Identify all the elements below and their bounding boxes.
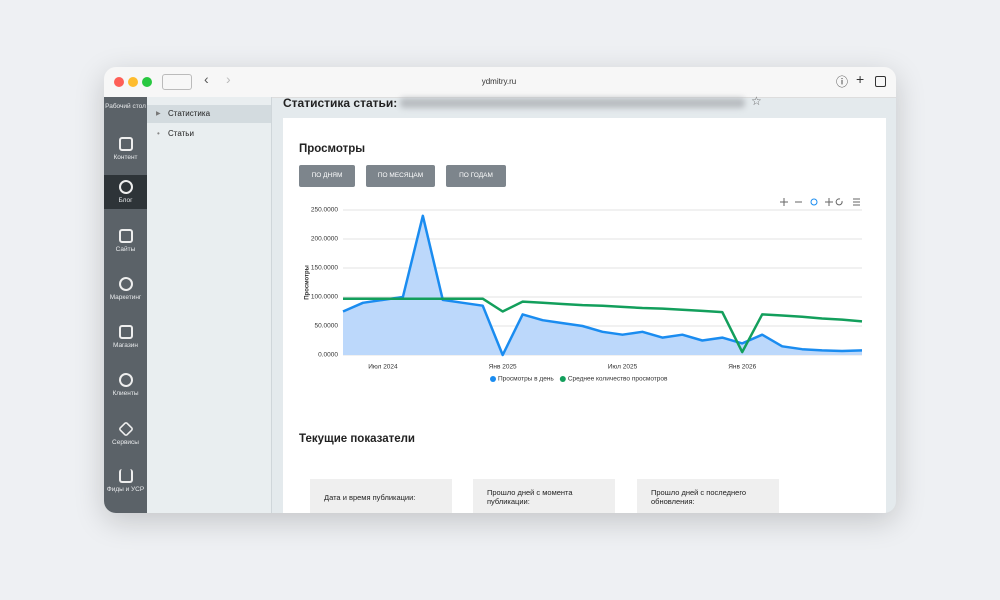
menu-item[interactable]: Контент	[113, 154, 138, 161]
menu-item[interactable]: Фиды и УСР	[106, 486, 145, 493]
minimize-button[interactable]	[128, 77, 138, 87]
y-tick-label: 0.0000	[318, 352, 338, 359]
menu-item[interactable]: Сайты	[115, 246, 136, 253]
forward-button[interactable]: ›	[226, 71, 231, 87]
x-tick-label: Янв 2025	[489, 364, 517, 371]
tabs-button[interactable]	[875, 76, 886, 87]
legend-marker	[490, 376, 496, 382]
menu-item[interactable]: Рабочий стол	[105, 103, 146, 110]
line	[343, 297, 863, 354]
line	[342, 214, 863, 357]
metric-card: Дата и время публикации:	[310, 479, 452, 513]
chart-toolbar	[780, 198, 860, 206]
main-sidebar: Рабочий стол Контент Блог Сайты Маркетин…	[104, 97, 147, 513]
y-tick-label: 50.0000	[315, 323, 339, 330]
close-button[interactable]	[114, 77, 124, 87]
y-tick-label: 100.0000	[311, 294, 338, 301]
zoom-buttons[interactable]	[780, 198, 802, 206]
zoom-button[interactable]	[142, 77, 152, 87]
legend-label: Среднее количество просмотров	[568, 376, 668, 383]
page-title: Статистика статьи:	[283, 96, 398, 110]
metric-card: Прошло дней с последнего обновления:	[637, 479, 779, 513]
metric-label: Прошло дней с последнего обновления:	[651, 488, 747, 506]
metric-card: Прошло дней с момента публикации:	[473, 479, 615, 513]
period-button[interactable]: ПО ДНЯМ	[299, 165, 355, 187]
blurred-title	[400, 98, 745, 108]
subnav-item[interactable]: ▶ Статистика	[147, 105, 271, 123]
metric-label: Дата и время публикации:	[324, 493, 416, 502]
sub-navigation: ▶ Статистика • Статьи	[147, 97, 272, 513]
subnav-label: Статистика	[168, 109, 211, 118]
chart: 0.0000 50.0000 100.0000 150.0000 200.0000 250…	[305, 198, 863, 383]
area	[343, 215, 862, 355]
menu-item[interactable]: Блог	[118, 197, 133, 204]
y-tick-label: 150.0000	[311, 265, 338, 272]
legend-marker	[559, 376, 566, 382]
new-tab-button[interactable]: +	[856, 71, 865, 87]
section-heading: Просмотры	[299, 143, 366, 155]
share-button[interactable]: ⓘ	[836, 75, 849, 89]
sidebar-toggle[interactable]	[162, 74, 192, 90]
menu-item[interactable]: Магазин	[112, 342, 139, 349]
y-tick-label: 250.0000	[311, 207, 338, 214]
y-tick-label: 200.0000	[311, 236, 338, 243]
address-bar[interactable]: ydmitry.ru	[481, 77, 517, 86]
browser-window: ‹ › ydmitry.ru ⓘ + Рабочий стол Контент …	[104, 67, 896, 513]
legend-label: Просмотры в день	[498, 376, 554, 383]
subnav-item[interactable]: • Статьи	[157, 129, 194, 138]
y-axis-label: Просмотры	[305, 265, 311, 300]
subnav-label: Статьи	[168, 129, 194, 138]
back-button[interactable]: ‹	[204, 71, 209, 87]
section-heading: Текущие показатели	[299, 433, 415, 445]
pan-reset-menu[interactable]	[825, 198, 860, 206]
zoom-tool[interactable]	[810, 198, 818, 206]
menu-item[interactable]: Маркетинг	[109, 294, 142, 301]
favorite-star[interactable]: ☆	[751, 94, 762, 108]
menu-item[interactable]: Клиенты	[112, 390, 139, 397]
x-tick-label: Янв 2026	[728, 364, 756, 371]
metric-label: Прошло дней с момента публикации:	[487, 488, 573, 506]
x-tick-label: Июл 2024	[368, 364, 398, 371]
period-button[interactable]: ПО МЕСЯЦАМ	[366, 165, 435, 187]
period-button[interactable]: ПО ГОДАМ	[446, 165, 506, 187]
browser-toolbar: ‹ › ydmitry.ru ⓘ +	[104, 67, 896, 98]
menu-item[interactable]: Сервисы	[112, 439, 139, 446]
x-tick-label: Июл 2025	[608, 364, 638, 371]
